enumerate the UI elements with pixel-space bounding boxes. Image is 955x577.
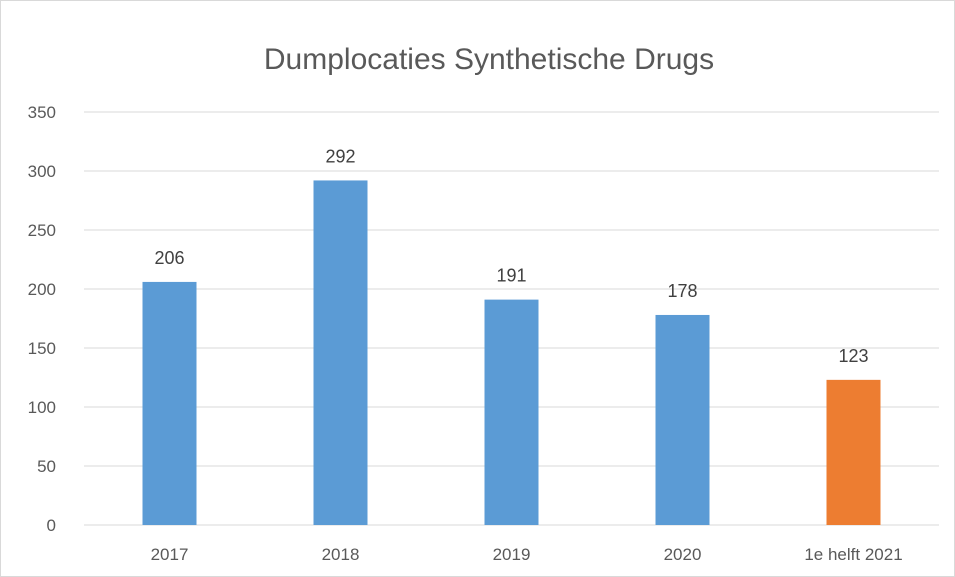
y-tick-label: 150 (28, 339, 56, 358)
data-label: 292 (325, 146, 355, 166)
y-tick-label: 0 (47, 516, 56, 535)
x-tick-label: 2019 (493, 545, 531, 564)
data-labels: 206 292 191 178 123 (154, 146, 868, 365)
data-label: 191 (496, 266, 526, 286)
y-axis-tick-labels: 0 50 100 150 200 250 300 350 (28, 103, 56, 535)
y-tick-label: 100 (28, 398, 56, 417)
x-tick-label: 2018 (322, 545, 360, 564)
x-tick-label: 1e helft 2021 (804, 545, 902, 564)
data-label: 123 (838, 346, 868, 366)
bars (142, 180, 881, 525)
y-tick-label: 300 (28, 162, 56, 181)
y-tick-label: 250 (28, 221, 56, 240)
bar-2020 (655, 314, 710, 525)
bar-2019 (484, 299, 539, 525)
y-tick-label: 50 (37, 457, 56, 476)
bar-1e-helft-2021 (826, 379, 881, 525)
chart-title: Dumplocaties Synthetische Drugs (264, 43, 714, 76)
data-label: 206 (154, 248, 184, 268)
y-tick-label: 200 (28, 280, 56, 299)
x-tick-label: 2020 (664, 545, 702, 564)
x-tick-label: 2017 (151, 545, 189, 564)
bar-2017 (142, 281, 197, 525)
x-axis-tick-labels: 2017 2018 2019 2020 1e helft 2021 (151, 545, 903, 564)
bar-2018 (313, 180, 368, 525)
y-tick-label: 350 (28, 103, 56, 122)
data-label: 178 (667, 281, 697, 301)
